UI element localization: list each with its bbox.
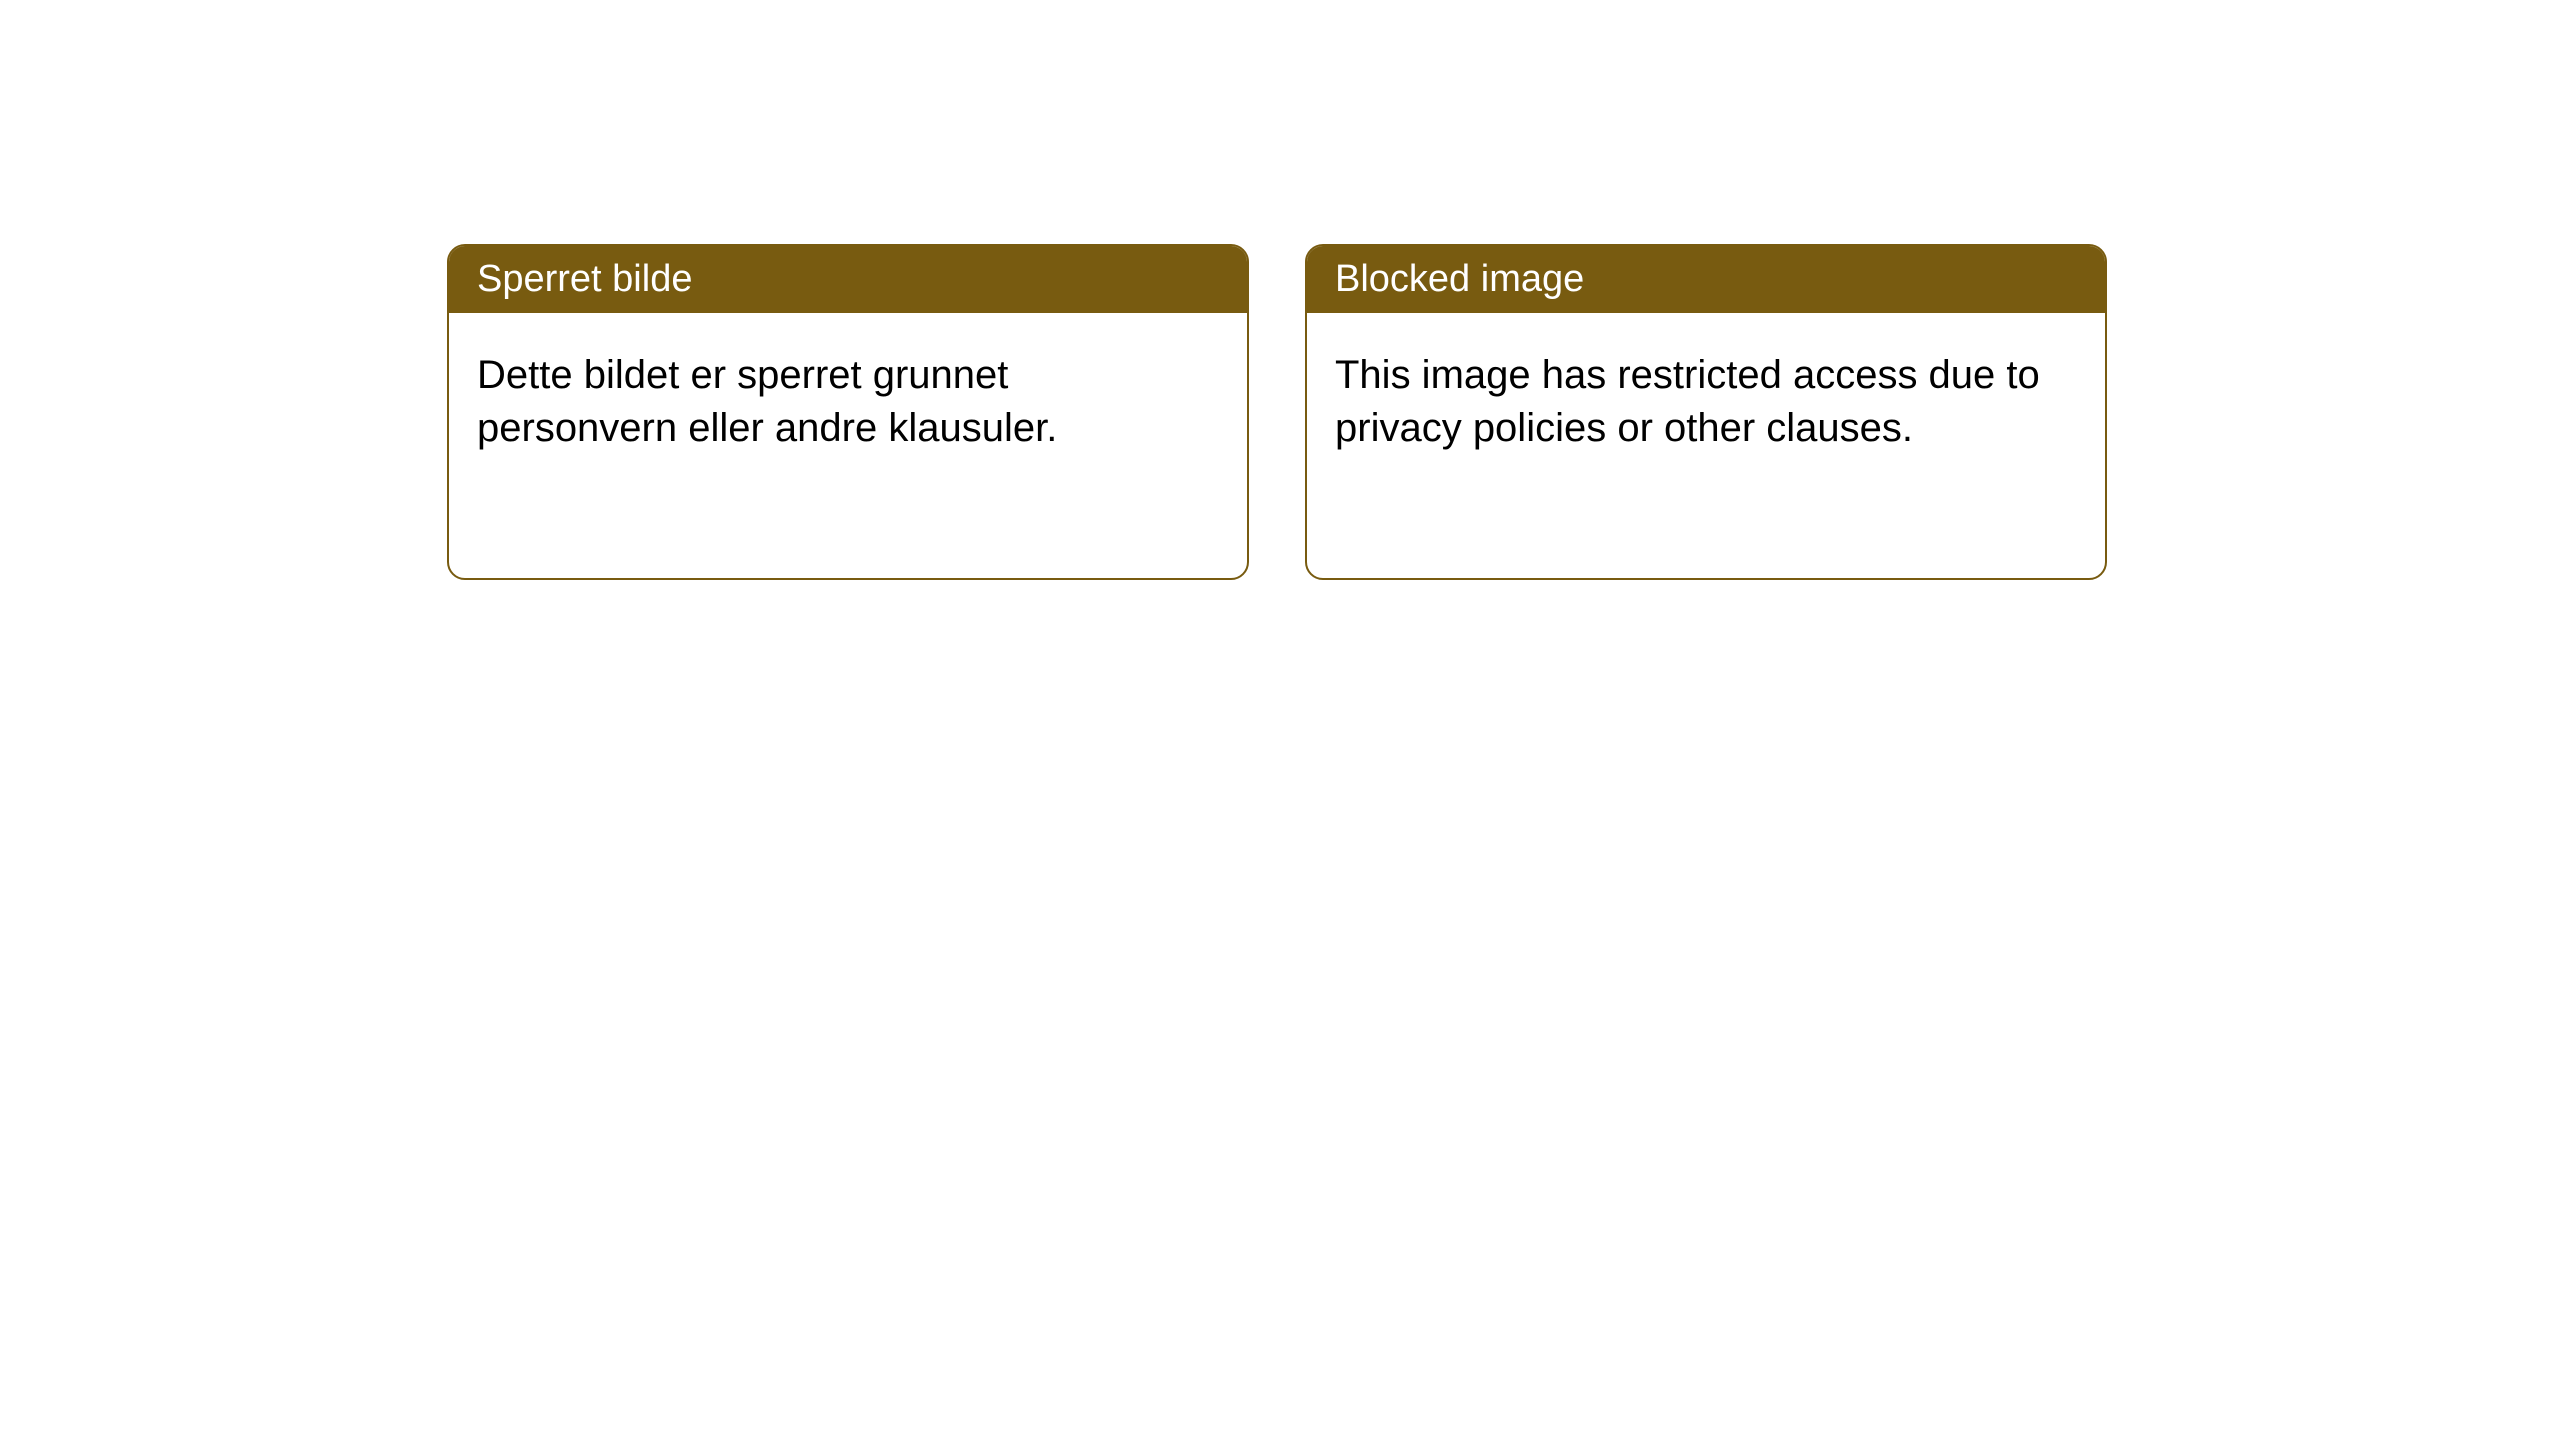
notice-text-en: This image has restricted access due to … [1335,353,2040,450]
notice-text-no: Dette bildet er sperret grunnet personve… [477,353,1057,450]
notice-title-no: Sperret bilde [477,258,692,300]
notice-body-no: Dette bildet er sperret grunnet personve… [449,313,1247,578]
notice-body-en: This image has restricted access due to … [1307,313,2105,578]
notice-title-en: Blocked image [1335,258,1584,300]
notice-container: Sperret bilde Dette bildet er sperret gr… [447,244,2107,580]
notice-header-no: Sperret bilde [449,246,1247,313]
notice-card-no: Sperret bilde Dette bildet er sperret gr… [447,244,1249,580]
notice-header-en: Blocked image [1307,246,2105,313]
notice-card-en: Blocked image This image has restricted … [1305,244,2107,580]
